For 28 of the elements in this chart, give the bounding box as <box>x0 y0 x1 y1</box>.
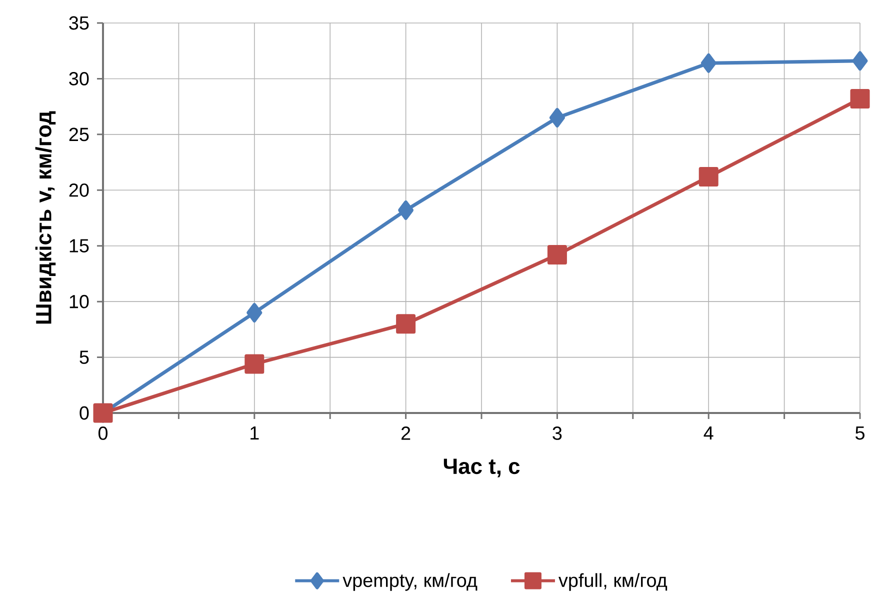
point <box>547 245 567 265</box>
y-tick-label: 10 <box>70 294 89 308</box>
point <box>700 53 716 73</box>
point <box>398 200 414 220</box>
y-tick-label: 5 <box>80 350 89 364</box>
point <box>698 167 718 187</box>
x-tick-label: 0 <box>98 426 108 440</box>
point <box>244 354 264 374</box>
x-axis-title: Час t, с <box>444 458 520 478</box>
y-tick-label: 30 <box>69 72 89 86</box>
x-tick-label: 3 <box>552 426 562 440</box>
point <box>396 314 416 334</box>
y-tick-label: 20 <box>69 183 89 197</box>
legend-label: vpfull, км/год <box>558 573 668 591</box>
point <box>246 302 262 322</box>
y-tick-label: 25 <box>69 128 89 142</box>
y-tick-label: 15 <box>70 239 89 252</box>
legend-label: vpempty, км/год <box>342 573 478 591</box>
y-tick-label: 35 <box>69 16 89 30</box>
point <box>549 108 565 128</box>
x-tick-label: 2 <box>401 426 410 440</box>
x-tick-label: 4 <box>704 426 714 440</box>
y-tick-label: 0 <box>80 406 89 420</box>
y-axis-title: Швидкість v, км/год <box>35 111 56 324</box>
point <box>852 51 868 71</box>
point <box>850 89 870 109</box>
x-tick-label: 1 <box>250 426 259 440</box>
x-tick-label: 5 <box>855 426 864 440</box>
